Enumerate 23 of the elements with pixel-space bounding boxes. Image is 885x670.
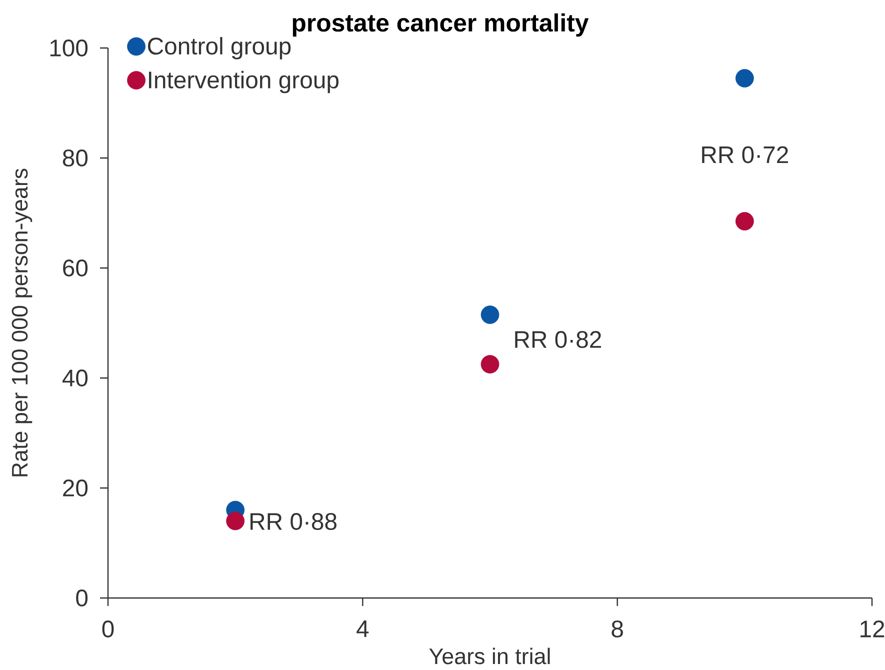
point xyxy=(735,69,754,88)
y-axis-title: Rate per 100 000 person-years xyxy=(12,168,32,476)
annotation: RR 0·88 xyxy=(250,513,336,530)
x-tick-label: 12 xyxy=(860,620,884,638)
point xyxy=(226,512,245,530)
y-tick-label: 60 xyxy=(63,260,88,276)
x-tick-label: 0 xyxy=(102,620,114,638)
y-tick-label: 40 xyxy=(62,370,88,386)
x-tick-label: 4 xyxy=(356,620,369,637)
legend-label: Control group xyxy=(148,37,291,60)
x-tick-label: 8 xyxy=(612,620,623,638)
point xyxy=(480,355,500,374)
point xyxy=(480,306,500,324)
y-tick-label: 100 xyxy=(50,40,88,56)
legend-label: Intervention group xyxy=(149,70,338,94)
point xyxy=(735,212,754,230)
chart-title: prostate cancer mortality xyxy=(292,13,589,37)
y-tick-label: 80 xyxy=(62,150,88,166)
y-tick-label: 20 xyxy=(63,480,88,496)
x-axis-title: Years in trial xyxy=(429,648,550,664)
y-tick-label: 0 xyxy=(76,590,88,606)
annotation: RR 0·82 xyxy=(515,331,601,348)
annotation: RR 0·72 xyxy=(702,146,788,164)
